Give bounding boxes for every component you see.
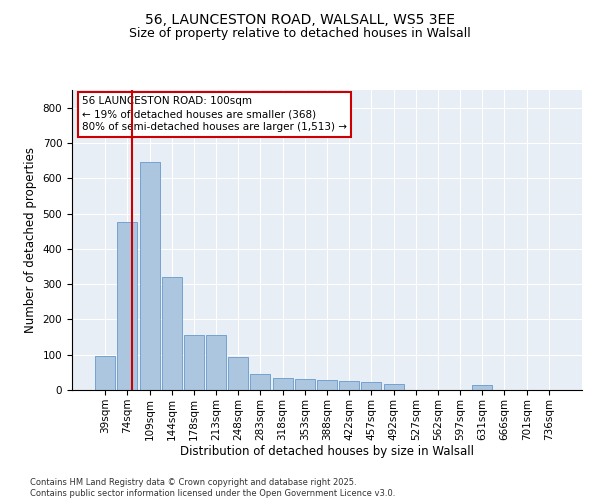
Bar xyxy=(228,357,248,390)
Bar xyxy=(184,336,204,390)
Text: Contains HM Land Registry data © Crown copyright and database right 2025.
Contai: Contains HM Land Registry data © Crown c… xyxy=(30,478,395,498)
Bar xyxy=(339,381,359,390)
Bar xyxy=(206,336,226,390)
X-axis label: Distribution of detached houses by size in Walsall: Distribution of detached houses by size … xyxy=(180,446,474,458)
Text: 56, LAUNCESTON ROAD, WALSALL, WS5 3EE: 56, LAUNCESTON ROAD, WALSALL, WS5 3EE xyxy=(145,12,455,26)
Bar xyxy=(140,162,160,390)
Bar xyxy=(383,384,404,390)
Bar xyxy=(472,384,492,390)
Bar xyxy=(162,277,182,390)
Bar xyxy=(118,222,137,390)
Text: Size of property relative to detached houses in Walsall: Size of property relative to detached ho… xyxy=(129,28,471,40)
Bar xyxy=(317,380,337,390)
Bar xyxy=(295,380,315,390)
Bar xyxy=(250,374,271,390)
Bar xyxy=(361,382,382,390)
Bar xyxy=(95,356,115,390)
Y-axis label: Number of detached properties: Number of detached properties xyxy=(24,147,37,333)
Bar xyxy=(272,378,293,390)
Text: 56 LAUNCESTON ROAD: 100sqm
← 19% of detached houses are smaller (368)
80% of sem: 56 LAUNCESTON ROAD: 100sqm ← 19% of deta… xyxy=(82,96,347,132)
